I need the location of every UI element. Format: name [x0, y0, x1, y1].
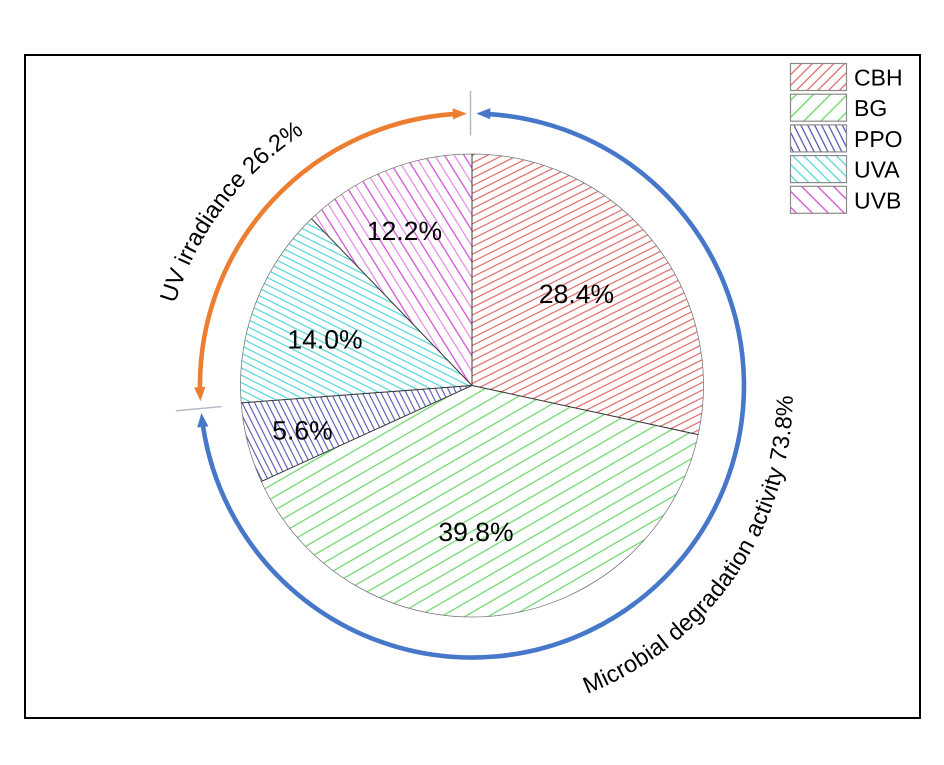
svg-text:PPO: PPO	[854, 126, 903, 152]
svg-text:28.4%: 28.4%	[539, 279, 614, 309]
svg-text:UVA: UVA	[854, 157, 900, 183]
svg-text:5.6%: 5.6%	[272, 416, 332, 446]
svg-text:12.2%: 12.2%	[367, 216, 442, 246]
svg-text:14.0%: 14.0%	[287, 325, 362, 355]
svg-text:UVB: UVB	[854, 187, 901, 213]
svg-text:39.8%: 39.8%	[438, 517, 513, 547]
svg-text:BG: BG	[854, 95, 887, 121]
svg-text:CBH: CBH	[854, 65, 903, 91]
